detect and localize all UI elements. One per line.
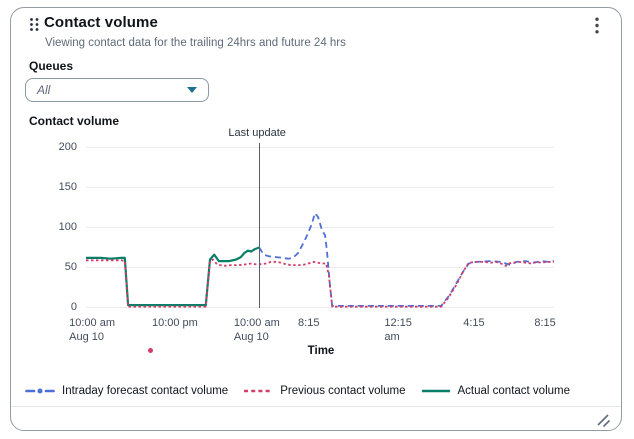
y-tick-label: 200 [58, 140, 77, 153]
widget-title: Contact volume [44, 14, 158, 31]
kebab-icon [595, 17, 599, 33]
y-tick-label: 50 [64, 260, 77, 273]
legend-item-intraday-forecast[interactable]: Intraday forecast contact volume [25, 385, 228, 397]
legend-label: Previous contact volume [280, 385, 406, 397]
chart-axis-title: Contact volume [29, 114, 120, 128]
x-axis-title: Time [307, 345, 335, 357]
x-tick-label: 4:15 [463, 317, 485, 329]
legend-label: Actual contact volume [457, 385, 571, 397]
widget-menu-button[interactable] [589, 15, 605, 35]
legend-label: Intraday forecast contact volume [62, 385, 229, 397]
last-update-line [259, 143, 261, 308]
chart-legend: Intraday forecast contact volume Previou… [25, 385, 570, 397]
contact-volume-widget: Contact volume Viewing contact data for … [10, 7, 622, 431]
footer-divider [11, 406, 621, 407]
series-marker-dot [147, 348, 153, 353]
solid-line-icon [421, 389, 450, 393]
queues-label: Queues [29, 59, 74, 73]
dash-dot-line-icon [25, 388, 55, 394]
legend-item-actual[interactable]: Actual contact volume [421, 385, 571, 397]
x-tick-label: 10:00 pm [151, 317, 198, 329]
y-tick-label: 0 [70, 300, 77, 313]
contact-volume-chart [86, 147, 554, 308]
x-tick-label: 8:15 [298, 317, 320, 329]
x-tick-label: 10:00 am Aug 10 [233, 317, 280, 343]
y-tick-label: 150 [58, 180, 77, 193]
resize-handle[interactable] [594, 411, 612, 429]
last-update-label: Last update [228, 127, 286, 139]
drag-handle-icon[interactable] [29, 17, 40, 32]
x-tick-label: 12:15 am [384, 317, 412, 343]
y-tick-label: 100 [58, 220, 77, 233]
chevron-down-icon [187, 87, 197, 93]
queues-select[interactable]: All [25, 78, 209, 102]
legend-item-previous[interactable]: Previous contact volume [243, 385, 406, 397]
widget-subtitle: Viewing contact data for the trailing 24… [45, 37, 346, 49]
x-tick-label: 10:00 am Aug 10 [69, 317, 116, 343]
resize-icon [596, 413, 610, 427]
queues-selected-value: All [37, 83, 51, 97]
x-tick-label: 8:15 [534, 317, 556, 329]
dashed-line-icon [244, 389, 273, 393]
